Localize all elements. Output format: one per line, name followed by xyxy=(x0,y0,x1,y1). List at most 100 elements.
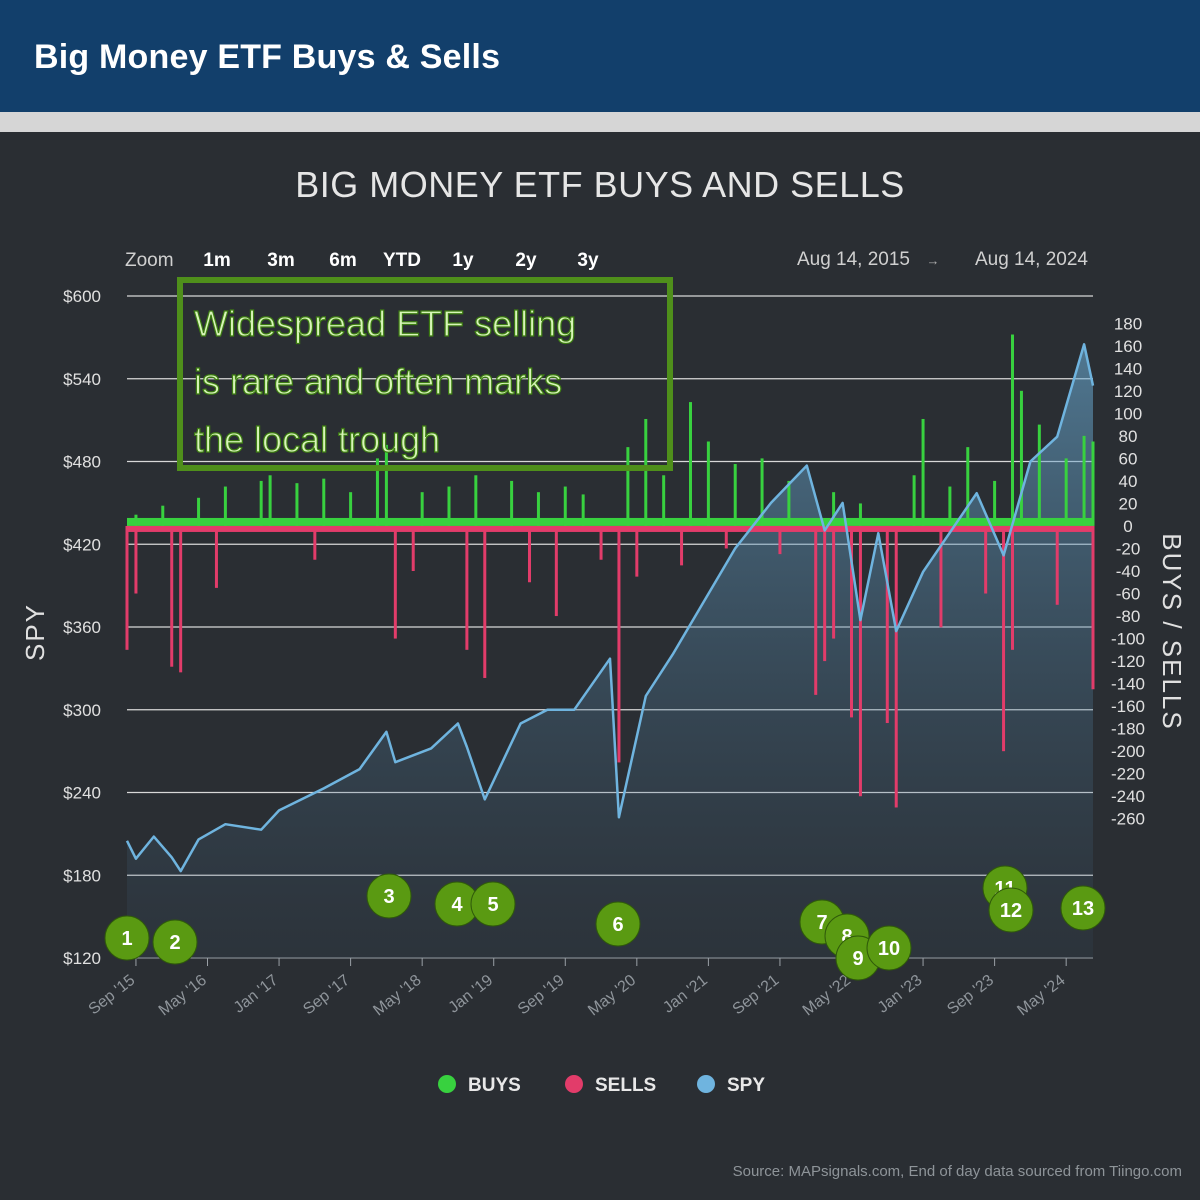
x-tick-label: Jan '19 xyxy=(445,972,496,1017)
right-tick-label: 60 xyxy=(1119,449,1138,468)
buy-spike xyxy=(375,458,379,526)
buy-spike xyxy=(420,492,424,526)
x-tick-label: Sep '15 xyxy=(86,972,139,1019)
zoom-option-2y[interactable]: 2y xyxy=(515,250,537,271)
marker-label: 12 xyxy=(1000,900,1022,922)
left-tick-label: $540 xyxy=(63,370,101,389)
sell-spike xyxy=(850,525,853,718)
right-tick-label: -200 xyxy=(1111,742,1145,761)
source-note: Source: MAPsignals.com, End of day data … xyxy=(733,1163,1182,1180)
left-tick-label: $600 xyxy=(63,287,101,306)
marker-label: 10 xyxy=(878,938,900,960)
zoom-option-1m[interactable]: 1m xyxy=(203,250,230,271)
zoom-option-3m[interactable]: 3m xyxy=(267,250,294,271)
marker-circle xyxy=(366,873,412,919)
sell-spike xyxy=(483,525,487,678)
marker-1[interactable]: 1 xyxy=(104,915,150,961)
marker-3[interactable]: 3 xyxy=(366,873,412,919)
marker-label: 5 xyxy=(487,894,498,916)
right-tick-label: -140 xyxy=(1111,675,1145,694)
zoom-option-3y[interactable]: 3y xyxy=(577,250,599,271)
marker-4[interactable]: 4 xyxy=(434,881,480,927)
zoom-option-1y[interactable]: 1y xyxy=(452,250,474,271)
left-tick-label: $240 xyxy=(63,784,101,803)
marker-label: 6 xyxy=(612,914,623,936)
sell-spike xyxy=(1011,525,1014,650)
annotation-box: Widespread ETF selling is rare and often … xyxy=(177,277,673,471)
right-tick-label: 80 xyxy=(1119,427,1138,446)
annotation-line: is rare and often marks xyxy=(194,361,562,402)
buy-spike xyxy=(581,494,585,526)
buy-spike xyxy=(447,486,451,526)
marker-6[interactable]: 6 xyxy=(595,901,641,947)
buy-spike xyxy=(1082,435,1086,526)
marker-label: 13 xyxy=(1072,898,1094,920)
marker-circle xyxy=(595,901,641,947)
buy-spike xyxy=(993,480,997,526)
x-tick-label: Sep '17 xyxy=(300,972,353,1019)
x-tick-label: May '22 xyxy=(800,972,854,1020)
marker-5[interactable]: 5 xyxy=(470,881,516,927)
zoom-option-6m[interactable]: 6m xyxy=(329,250,356,271)
legend-item-buys[interactable]: BUYS xyxy=(438,1075,521,1096)
sell-spike xyxy=(1055,525,1059,605)
marker-13[interactable]: 13 xyxy=(1060,885,1106,931)
buy-spike xyxy=(510,480,514,526)
marker-circle xyxy=(152,919,198,965)
marker-circle xyxy=(1060,885,1106,931)
buy-spike xyxy=(1037,424,1041,526)
right-tick-label: 20 xyxy=(1119,494,1138,513)
sell-spike xyxy=(393,525,397,639)
sell-spike xyxy=(554,525,558,617)
right-tick-label: 0 xyxy=(1123,517,1132,536)
buy-spike xyxy=(384,444,388,526)
sell-spike xyxy=(465,525,469,650)
marker-2[interactable]: 2 xyxy=(152,919,198,965)
buy-spike xyxy=(921,418,925,526)
buy-spike xyxy=(322,478,326,526)
sell-spike xyxy=(170,525,174,667)
buy-spike xyxy=(1091,441,1095,526)
buy-spike xyxy=(197,497,201,526)
left-tick-label: $300 xyxy=(63,701,101,720)
chart-title: BIG MONEY ETF BUYS AND SELLS xyxy=(295,164,905,205)
buy-spike xyxy=(948,486,952,526)
buy-spike xyxy=(1011,334,1014,526)
sell-spike xyxy=(724,525,728,549)
date-range-from[interactable]: Aug 14, 2015 xyxy=(797,249,910,270)
marker-circle xyxy=(866,925,912,971)
marker-label: 4 xyxy=(451,894,463,916)
buy-spike xyxy=(349,492,353,526)
right-tick-label: 160 xyxy=(1114,337,1142,356)
marker-12[interactable]: 12 xyxy=(988,887,1034,933)
annotation-text: Widespread ETF selling is rare and often … xyxy=(194,303,576,460)
sell-spike xyxy=(125,525,129,650)
legend-label: SPY xyxy=(727,1075,765,1096)
date-range-to[interactable]: Aug 14, 2024 xyxy=(975,249,1088,270)
divider xyxy=(0,112,1200,132)
annotation-frame xyxy=(177,277,673,471)
x-tick-label: May '16 xyxy=(156,972,210,1020)
zoom-option-ytd[interactable]: YTD xyxy=(383,250,421,271)
x-tick-label: May '24 xyxy=(1014,972,1068,1020)
sell-spike xyxy=(885,525,889,724)
buy-spike xyxy=(474,475,478,526)
x-tick-label: Sep '19 xyxy=(515,972,568,1019)
legend-item-spy[interactable]: SPY xyxy=(697,1075,765,1096)
sell-spike xyxy=(778,525,782,555)
buy-spike xyxy=(626,447,630,526)
marker-circle xyxy=(104,915,150,961)
chart-panel: $600 $540 $480 $420 $360 $300 $240 $180 $120 180 1… xyxy=(0,132,1200,1200)
sell-spike xyxy=(984,525,988,594)
right-tick-label: 140 xyxy=(1114,359,1142,378)
right-tick-label: 40 xyxy=(1119,472,1138,491)
x-tick-label: May '18 xyxy=(370,972,424,1020)
y-axis-title-left: SPY xyxy=(20,603,50,661)
y-axis-title-right: BUYS / SELLS xyxy=(1157,533,1187,730)
marker-label: 2 xyxy=(169,932,180,954)
legend-item-sells[interactable]: SELLS xyxy=(565,1075,656,1096)
marker-10[interactable]: 10 xyxy=(866,925,912,971)
buy-spike xyxy=(733,464,737,526)
chart-svg: $600$540$480$420$360$300$240$180$1201801… xyxy=(20,164,1187,1180)
buy-spike xyxy=(268,475,272,526)
